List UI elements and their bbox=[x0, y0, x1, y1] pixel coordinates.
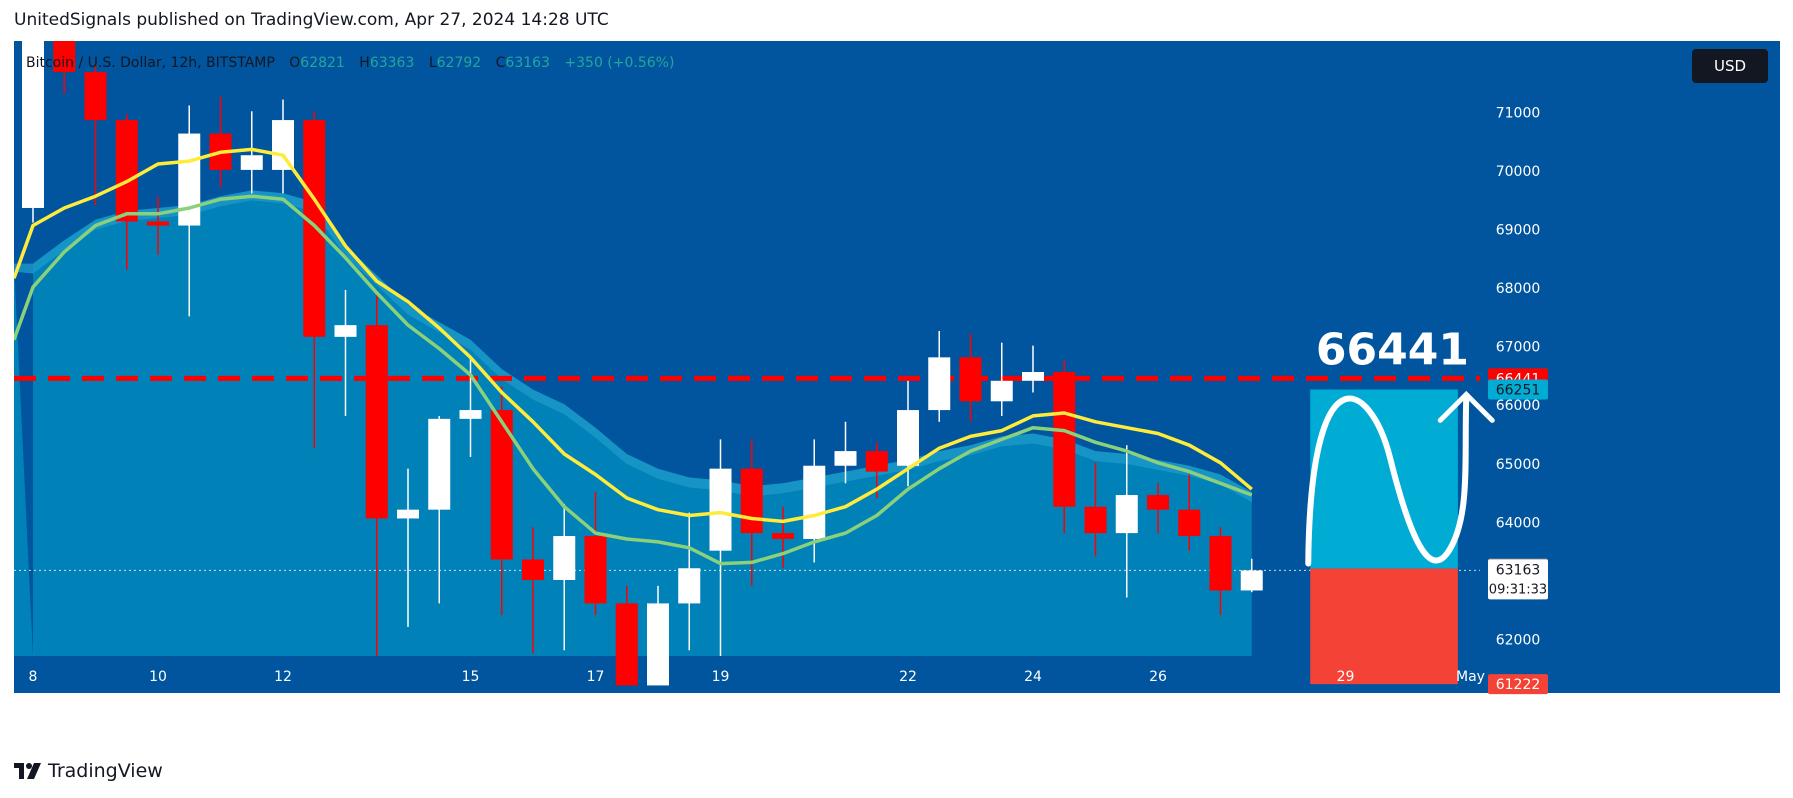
candle-body bbox=[1147, 495, 1169, 510]
candle-body bbox=[647, 603, 669, 686]
arrow-head-icon bbox=[1437, 390, 1495, 423]
candle-body bbox=[22, 41, 44, 208]
legend-change: +350 (+0.56%) bbox=[564, 55, 675, 71]
x-tick-label: 15 bbox=[462, 669, 480, 685]
price-axis-label: 63163 bbox=[1496, 562, 1541, 578]
legend-low-value: 62792 bbox=[436, 55, 482, 71]
candle-body bbox=[772, 533, 794, 539]
candle-body bbox=[897, 410, 919, 466]
price-axis-label-bg bbox=[1488, 674, 1548, 695]
ma-yellow-line bbox=[14, 147, 1253, 524]
candle-body bbox=[115, 120, 138, 222]
candle-body bbox=[240, 155, 263, 170]
ma-green-line bbox=[14, 194, 1253, 566]
candle-body bbox=[1209, 536, 1232, 591]
legend-high-label: H bbox=[359, 55, 370, 71]
candle-body bbox=[803, 465, 826, 539]
stop-loss-zone bbox=[1310, 568, 1458, 685]
candle-body bbox=[397, 509, 419, 519]
currency-button[interactable]: USD bbox=[1692, 49, 1768, 83]
x-tick-label: 8 bbox=[29, 669, 38, 685]
x-tick-label: 17 bbox=[587, 669, 605, 685]
tradingview-brand: TradingView bbox=[48, 760, 163, 782]
candle-body bbox=[53, 41, 76, 73]
price-axis-label: 61222 bbox=[1496, 677, 1541, 693]
y-tick-label: 67000 bbox=[1496, 340, 1541, 356]
x-tick-label: May bbox=[1456, 669, 1485, 685]
legend-close-label: C bbox=[495, 55, 506, 71]
candle-body bbox=[865, 451, 888, 472]
candle-body bbox=[178, 133, 201, 226]
x-tick-label: 19 bbox=[712, 669, 730, 685]
candle-body bbox=[428, 418, 451, 510]
candle-body bbox=[584, 536, 607, 604]
y-tick-label: 71000 bbox=[1496, 105, 1541, 121]
x-tick-label: 24 bbox=[1024, 669, 1042, 685]
price-axis-label-bg bbox=[1488, 559, 1548, 600]
take-profit-zone bbox=[1310, 389, 1458, 569]
tradingview-footer[interactable]: TradingView bbox=[14, 760, 163, 782]
price-chart[interactable]: 6644162000630006400065000660006700068000… bbox=[14, 41, 1780, 745]
candle-body bbox=[522, 559, 544, 580]
candle-body bbox=[365, 325, 388, 519]
legend-high-value: 63363 bbox=[369, 55, 415, 71]
candle-body bbox=[147, 221, 169, 226]
tradingview-logo-icon bbox=[14, 763, 41, 779]
y-tick-label: 66000 bbox=[1496, 398, 1541, 414]
candle-body bbox=[990, 380, 1013, 402]
candle-body bbox=[959, 357, 982, 402]
candle-body bbox=[615, 603, 638, 686]
candle-body bbox=[1178, 509, 1201, 537]
x-tick-label: 22 bbox=[899, 669, 917, 685]
x-tick-label: 10 bbox=[149, 669, 167, 685]
candle-body bbox=[709, 468, 732, 551]
candle-body bbox=[1053, 372, 1076, 507]
publication-header: UnitedSignals published on TradingView.c… bbox=[14, 10, 609, 30]
y-tick-label: 64000 bbox=[1496, 515, 1541, 531]
legend-open-label: O bbox=[289, 55, 301, 71]
symbol-legend: Bitcoin / U.S. Dollar, 12h, BITSTAMP O62… bbox=[26, 55, 674, 71]
candle-body bbox=[928, 357, 951, 411]
y-tick-label: 62000 bbox=[1496, 633, 1541, 649]
legend-open-value: 62821 bbox=[300, 55, 345, 71]
y-tick-label: 70000 bbox=[1496, 164, 1541, 180]
candle-body bbox=[834, 451, 857, 466]
candle-body bbox=[459, 410, 482, 419]
candle-body bbox=[84, 72, 107, 121]
y-tick-label: 65000 bbox=[1496, 457, 1541, 473]
x-tick-label: 12 bbox=[274, 669, 292, 685]
candle-body bbox=[334, 325, 357, 337]
price-axis-label: 66251 bbox=[1496, 383, 1541, 399]
legend-low-label: L bbox=[428, 55, 437, 71]
time-axis-background bbox=[14, 656, 1780, 693]
candle-body bbox=[303, 120, 326, 337]
candle-body bbox=[490, 410, 513, 560]
level-annotation: 66441 bbox=[1316, 324, 1469, 375]
y-tick-label: 69000 bbox=[1496, 222, 1541, 238]
candle-body bbox=[1084, 506, 1107, 534]
candle-body bbox=[553, 536, 576, 580]
price-axis-label-bg bbox=[1488, 379, 1548, 400]
projection-arrow bbox=[1305, 395, 1470, 567]
candle-body bbox=[740, 468, 763, 534]
x-tick-label: 29 bbox=[1337, 669, 1355, 685]
price-axis-background bbox=[1480, 41, 1780, 656]
legend-close-value: 63163 bbox=[505, 55, 550, 71]
countdown-label: 09:31:33 bbox=[1489, 582, 1547, 597]
x-tick-label: 26 bbox=[1149, 669, 1167, 685]
candle-body bbox=[678, 568, 701, 604]
candle-body bbox=[1240, 570, 1263, 591]
y-tick-label: 68000 bbox=[1496, 281, 1541, 297]
candle-body bbox=[1115, 495, 1138, 534]
candle-body bbox=[1022, 372, 1044, 381]
candle-body bbox=[272, 120, 294, 170]
chart-frame[interactable]: 6644162000630006400065000660006700068000… bbox=[14, 41, 1780, 745]
legend-symbol: Bitcoin / U.S. Dollar, 12h, BITSTAMP bbox=[26, 55, 275, 71]
